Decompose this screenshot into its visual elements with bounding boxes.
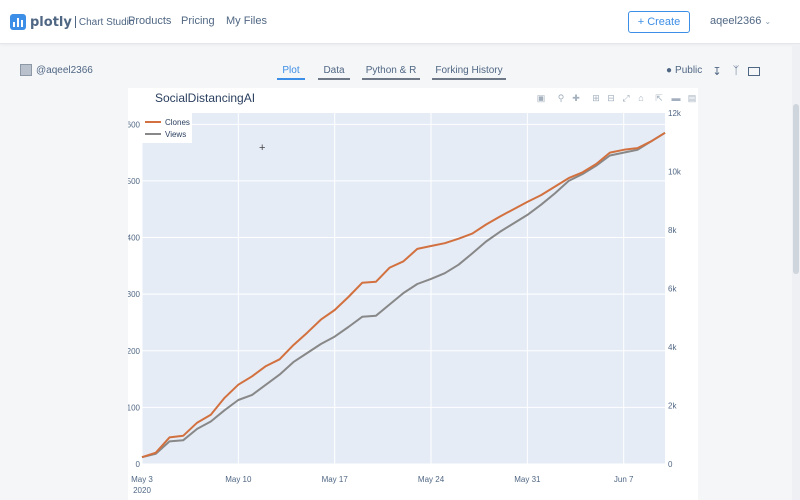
chevron-down-icon: ⌄ xyxy=(764,17,772,26)
nav-link-products[interactable]: Products xyxy=(128,15,172,27)
embed-icon[interactable] xyxy=(747,64,761,78)
logo-divider xyxy=(74,16,76,28)
chart-title: SocialDistancingAI xyxy=(155,91,256,105)
legend-label-views: Views xyxy=(165,130,186,139)
gridlines xyxy=(141,113,665,465)
plot-area[interactable] xyxy=(142,113,665,464)
x-tick-label: May 17 xyxy=(322,475,349,484)
home-icon[interactable]: ⌂ xyxy=(638,93,644,103)
y-left-tick-label: 100 xyxy=(128,403,141,412)
create-button-label: Create xyxy=(647,16,681,28)
visibility-toggle[interactable]: ● Public xyxy=(666,65,702,76)
y-axis-left: 0 100 200 300 400 500 600 xyxy=(128,120,141,469)
username: aqeel2366 xyxy=(710,15,762,27)
spike-lines-icon[interactable]: ⇱ xyxy=(655,92,663,103)
y-right-tick-label: 12k xyxy=(668,109,682,118)
top-nav: plotly Chart Studio Products Pricing My … xyxy=(0,0,800,44)
scrollbar-track[interactable] xyxy=(792,44,800,500)
zoom-out-icon[interactable]: ⊟ xyxy=(607,92,615,103)
y-left-tick-label: 200 xyxy=(128,347,141,356)
logo-wordmark: plotly xyxy=(30,14,72,30)
autoscale-icon[interactable]: ⤢ xyxy=(622,92,630,103)
y-axis-right: 0 2k 4k 6k 8k 10k 12k xyxy=(668,109,682,469)
plotly-logo[interactable]: plotly Chart Studio xyxy=(10,13,134,31)
y-right-tick-label: 8k xyxy=(668,226,677,235)
x-year-label: 2020 xyxy=(133,486,151,495)
y-right-tick-label: 10k xyxy=(668,168,682,177)
x-tick-label: Jun 7 xyxy=(614,475,634,484)
hover-compare-icon[interactable]: ▤ xyxy=(687,92,697,103)
x-tick-label: May 24 xyxy=(418,475,445,484)
tab-forking-history[interactable]: Forking History xyxy=(432,65,506,80)
tab-data[interactable]: Data xyxy=(318,65,350,80)
tab-plot[interactable]: Plot xyxy=(277,65,305,80)
y-left-tick-label: 600 xyxy=(128,120,141,129)
tab-python-r[interactable]: Python & R xyxy=(362,65,420,80)
legend-label-clones: Clones xyxy=(165,118,190,127)
y-left-tick-label: 300 xyxy=(128,290,141,299)
x-tick-label: May 10 xyxy=(225,475,252,484)
hover-closest-icon[interactable]: ▬ xyxy=(671,93,681,103)
avatar xyxy=(20,64,32,76)
plus-icon: + xyxy=(637,16,645,28)
y-left-tick-label: 0 xyxy=(136,460,141,469)
y-right-tick-label: 0 xyxy=(668,460,673,469)
owner-handle: @aqeel2366 xyxy=(36,64,93,76)
x-tick-label: May 3 xyxy=(131,475,153,484)
clones-line xyxy=(141,131,666,459)
nav-link-pricing[interactable]: Pricing xyxy=(181,15,215,27)
y-right-tick-label: 2k xyxy=(668,402,677,411)
y-left-tick-label: 400 xyxy=(128,234,141,243)
zoom-icon[interactable]: ⚲ xyxy=(557,92,565,103)
legend: Clones Views xyxy=(142,113,192,143)
y-right-tick-label: 4k xyxy=(668,343,677,352)
x-tick-label: May 31 xyxy=(514,475,541,484)
crosshair-cursor-icon: + xyxy=(259,142,266,154)
logo-bars-icon xyxy=(10,14,26,30)
x-axis: May 3 May 10 May 17 May 24 May 31 Jun 7 2020 xyxy=(131,475,634,495)
zoom-in-icon[interactable]: ⊞ xyxy=(592,92,600,103)
globe-icon: ● xyxy=(666,65,673,76)
visibility-label: Public xyxy=(675,65,703,76)
views-line xyxy=(141,131,666,459)
camera-icon[interactable]: ▣ xyxy=(536,92,546,103)
scrollbar-thumb[interactable] xyxy=(793,104,799,274)
nav-link-my-files[interactable]: My Files xyxy=(226,15,267,27)
user-menu[interactable]: aqeel2366 ⌄ xyxy=(710,15,771,27)
download-icon[interactable]: ↧ xyxy=(712,65,722,78)
fork-icon[interactable]: ᛉ xyxy=(732,65,740,77)
line-chart[interactable]: 0 100 200 300 400 500 600 0 2k 4k 6k 8k 10k 12k May … xyxy=(128,88,698,500)
series-lines xyxy=(141,131,666,459)
legend-box xyxy=(142,113,192,143)
y-left-tick-label: 500 xyxy=(128,177,141,186)
logo-subtitle: Chart Studio xyxy=(78,16,135,28)
pan-icon[interactable]: ✚ xyxy=(572,92,580,103)
plot-owner[interactable]: @aqeel2366 xyxy=(20,64,93,76)
create-button[interactable]: + Create xyxy=(628,11,690,33)
y-right-tick-label: 6k xyxy=(668,285,677,294)
